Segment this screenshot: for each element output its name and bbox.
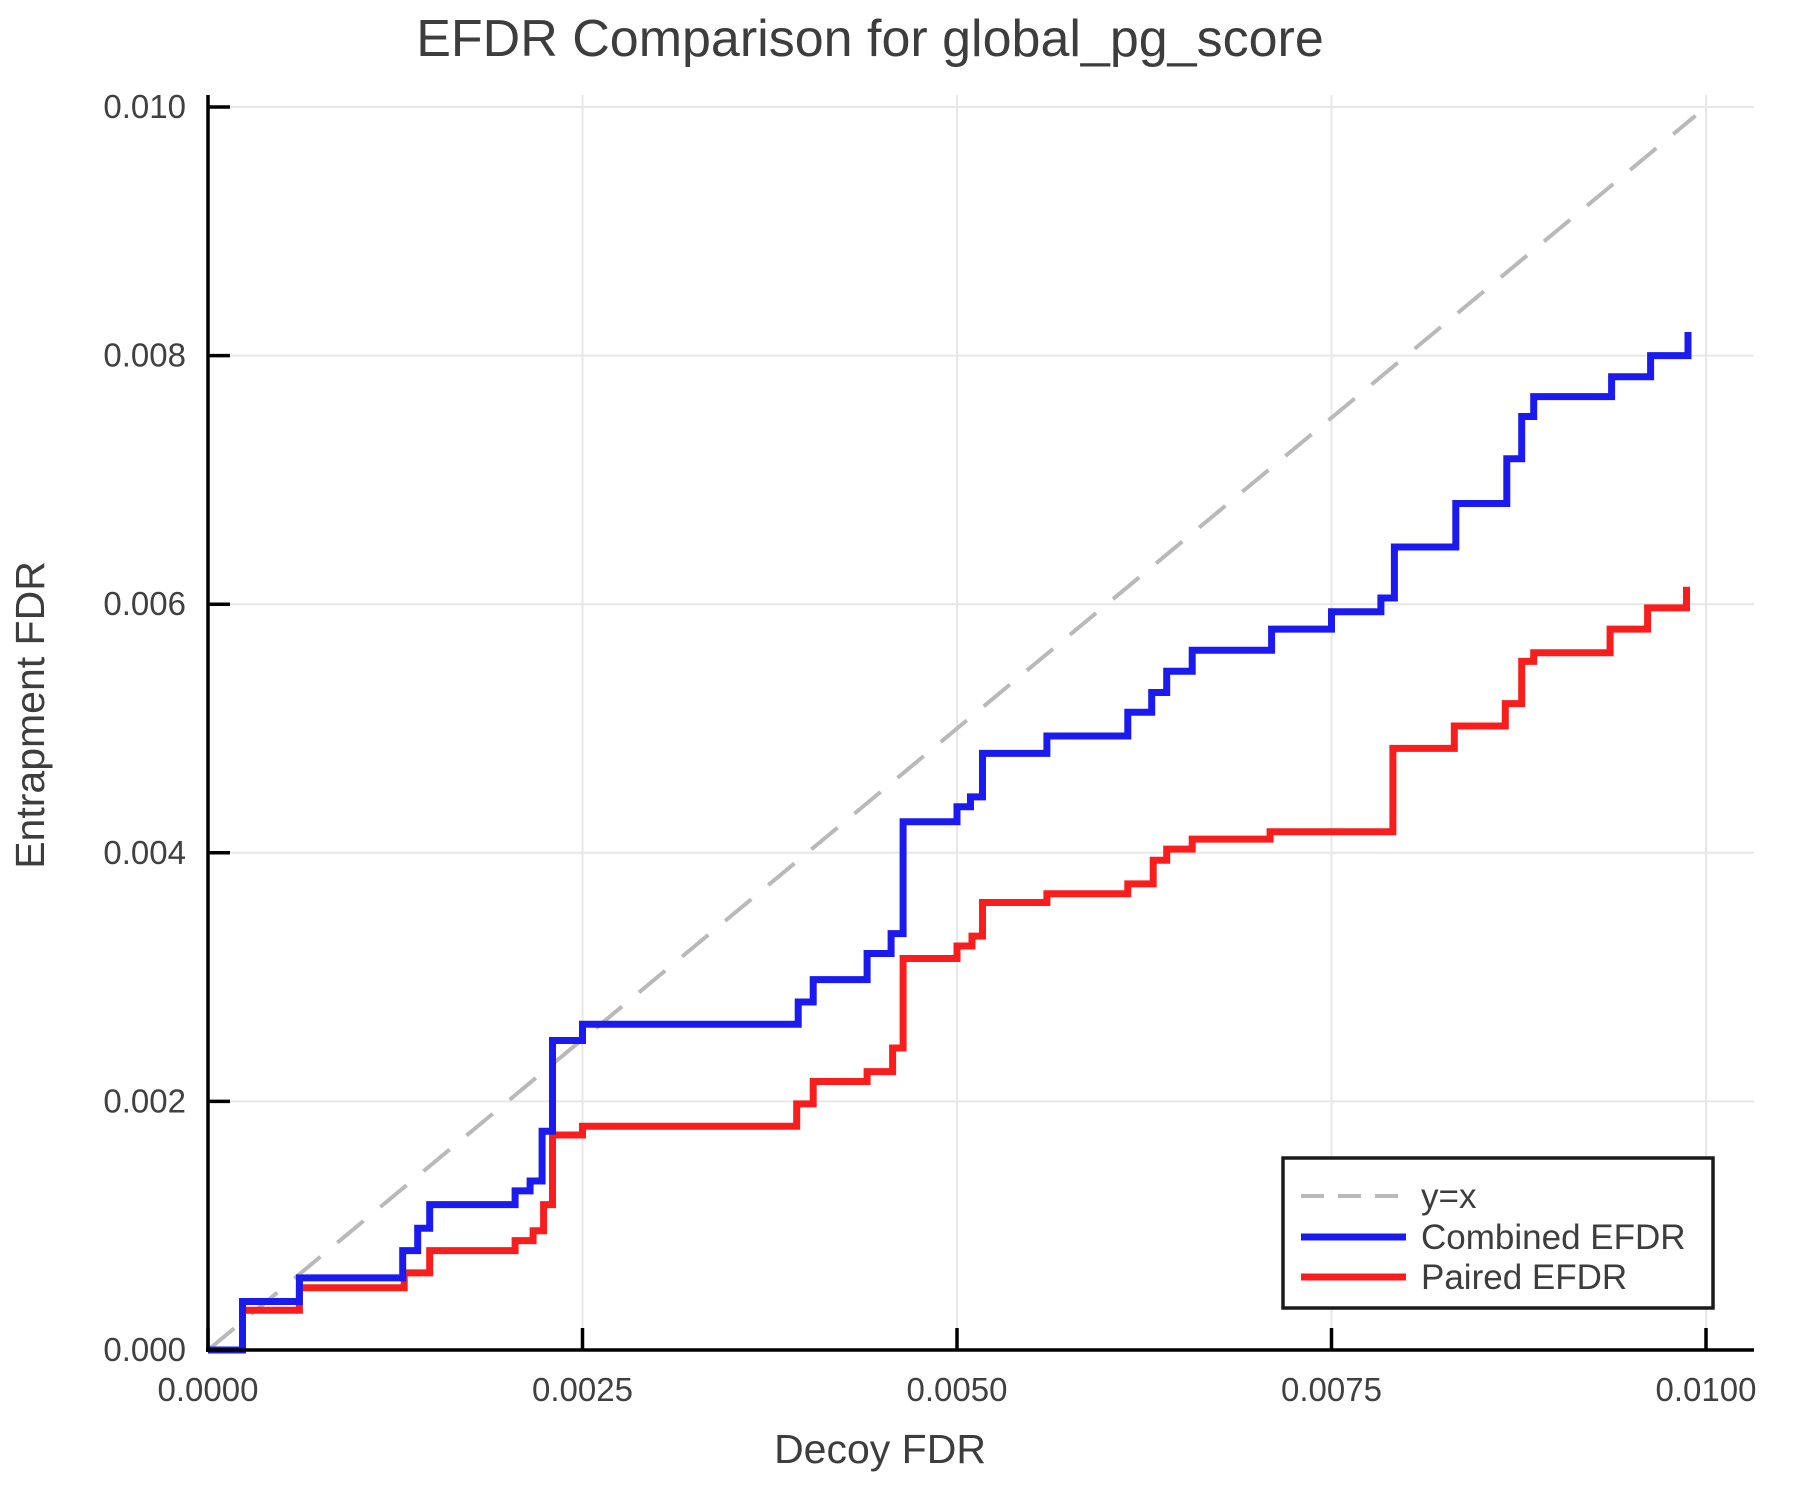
- tick-labels: 0.0000 0.0025 0.0050 0.0075 0.0100 0.000 0.002…: [103, 88, 1756, 1408]
- y-tick-label: 0.008: [103, 337, 186, 374]
- x-tick-label: 0.0075: [1281, 1371, 1382, 1408]
- legend-box: [1281, 1156, 1715, 1310]
- x-tick-label: 0.0100: [1656, 1371, 1757, 1408]
- chart-title: EFDR Comparison for global_pg_score: [416, 10, 1324, 68]
- axes: 0.0000 0.0025 0.0050 0.0075 0.0100 0.000 0.002…: [103, 88, 1756, 1408]
- legend-label-combined: Combined EFDR: [1421, 1218, 1686, 1257]
- gridlines: [208, 95, 1754, 1350]
- x-tick-label: 0.0000: [158, 1371, 259, 1408]
- identity-reference-line: [206, 114, 1697, 1352]
- tick-marks: [206, 105, 1708, 1352]
- legend: y=x Combined EFDR Paired EFDR: [1281, 1156, 1715, 1310]
- y-tick-label: 0.010: [103, 88, 186, 125]
- y-tick-label: 0.004: [103, 834, 186, 871]
- y-tick-label: 0.000: [103, 1331, 186, 1368]
- legend-label-paired: Paired EFDR: [1421, 1258, 1627, 1297]
- x-tick-label: 0.0050: [907, 1371, 1008, 1408]
- legend-label-identity: y=x: [1421, 1177, 1477, 1216]
- y-axis-label: Entrapment FDR: [7, 561, 53, 869]
- combined-efdr-line: [208, 332, 1692, 1354]
- y-tick-label: 0.002: [103, 1082, 186, 1119]
- paired-efdr-line: [208, 586, 1690, 1354]
- x-axis-label: Decoy FDR: [774, 1426, 986, 1472]
- x-tick-label: 0.0025: [532, 1371, 633, 1408]
- y-tick-label: 0.006: [103, 585, 186, 622]
